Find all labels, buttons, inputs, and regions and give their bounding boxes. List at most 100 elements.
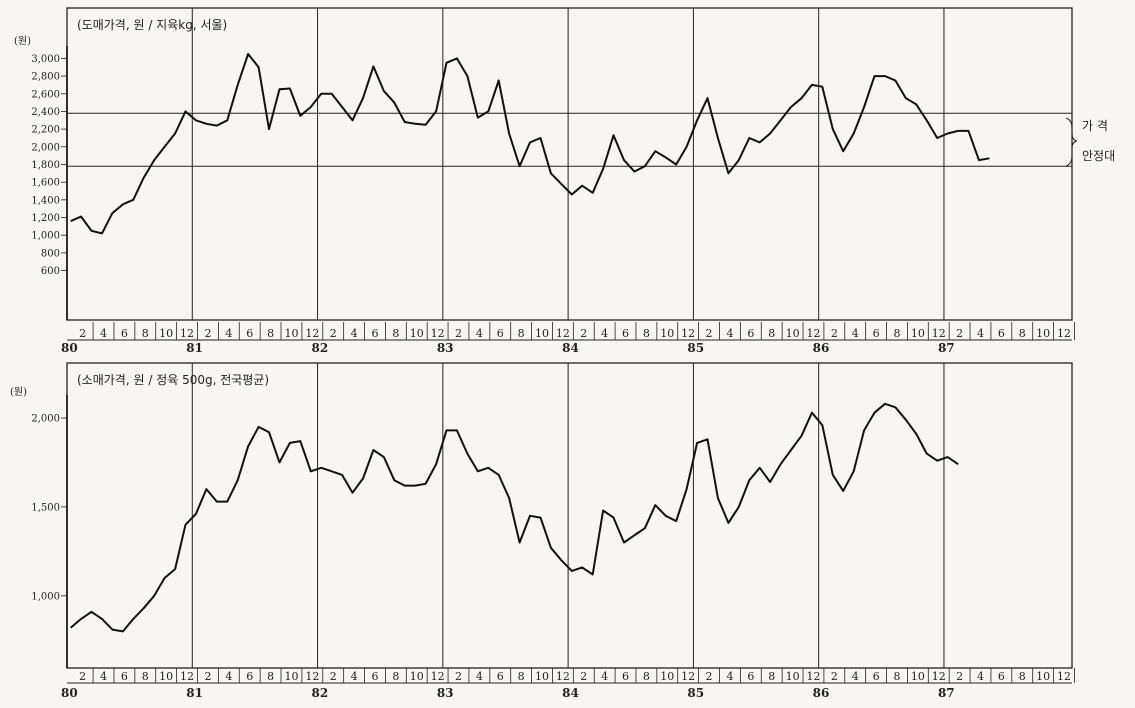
month-tick-label: 10 <box>911 670 925 683</box>
month-tick-label: 12 <box>932 670 946 683</box>
y-tick-label: 1,400 <box>31 195 60 206</box>
month-tick-label: 4 <box>100 327 107 340</box>
month-tick-label: 4 <box>852 670 859 683</box>
month-tick-label: 2 <box>580 327 587 340</box>
month-tick-label: 6 <box>497 327 504 340</box>
band-bracket <box>1065 117 1078 167</box>
year-label: 85 <box>687 686 704 700</box>
month-tick-label: 6 <box>246 327 253 340</box>
band-label-line1: 가 격 <box>1082 119 1108 133</box>
y-tick-label: 1,500 <box>31 502 60 513</box>
y-tick-label: 3,000 <box>31 54 60 65</box>
y-tick-label: 1,200 <box>31 213 60 224</box>
month-tick-label: 6 <box>998 670 1005 683</box>
month-tick-label: 6 <box>371 327 378 340</box>
year-label: 83 <box>437 686 454 700</box>
year-label: 80 <box>61 686 78 700</box>
month-tick-label: 4 <box>100 670 107 683</box>
y-tick-label: 600 <box>41 266 60 277</box>
y-tick-label: 800 <box>41 248 60 259</box>
year-label: 86 <box>813 686 830 700</box>
month-tick-label: 10 <box>660 327 674 340</box>
month-tick-label: 8 <box>518 670 525 683</box>
year-label: 81 <box>186 686 203 700</box>
month-tick-label: 10 <box>159 327 173 340</box>
price-stability-band-label: 가 격 안정대 <box>1065 117 1115 167</box>
month-tick-label: 12 <box>806 670 820 683</box>
month-tick-label: 12 <box>1057 327 1071 340</box>
year-label: 82 <box>312 341 329 355</box>
month-tick-label: 6 <box>873 327 880 340</box>
month-tick-label: 6 <box>747 327 754 340</box>
month-tick-label: 4 <box>476 327 483 340</box>
month-tick-label: 2 <box>831 670 838 683</box>
month-tick-label: 2 <box>706 670 713 683</box>
y-tick-label: 1,600 <box>31 178 60 189</box>
month-tick-label: 12 <box>431 327 445 340</box>
month-tick-label: 2 <box>580 670 587 683</box>
month-tick-label: 8 <box>643 327 650 340</box>
month-tick-label: 2 <box>204 327 211 340</box>
month-tick-label: 10 <box>284 670 298 683</box>
month-tick-label: 10 <box>535 670 549 683</box>
month-tick-label: 2 <box>455 670 462 683</box>
month-tick-label: 10 <box>159 670 173 683</box>
year-label: 87 <box>938 341 955 355</box>
month-tick-label: 6 <box>622 327 629 340</box>
month-tick-label: 4 <box>726 327 733 340</box>
month-tick-label: 2 <box>831 327 838 340</box>
month-tick-label: 12 <box>556 327 570 340</box>
y-tick-label: 2,200 <box>31 125 60 136</box>
y-tick-label: 1,000 <box>31 591 60 602</box>
month-tick-label: 10 <box>786 327 800 340</box>
retail-y-unit: (원) <box>10 386 27 398</box>
month-tick-label: 12 <box>305 670 319 683</box>
month-tick-label: 8 <box>643 670 650 683</box>
month-tick-label: 12 <box>556 670 570 683</box>
month-tick-label: 6 <box>873 670 880 683</box>
month-tick-label: 10 <box>410 670 424 683</box>
month-tick-label: 8 <box>768 670 775 683</box>
month-tick-label: 10 <box>1036 327 1050 340</box>
month-tick-label: 6 <box>246 670 253 683</box>
year-label: 80 <box>61 341 78 355</box>
month-tick-label: 8 <box>1019 327 1026 340</box>
month-tick-label: 2 <box>204 670 211 683</box>
month-tick-label: 8 <box>142 670 149 683</box>
y-tick-label: 2,000 <box>31 142 60 153</box>
price-series-line <box>70 402 959 633</box>
retail-chart: (소매가격, 원 / 정육 500g, 전국평균) (원) 1,000 1,500… <box>10 362 1075 700</box>
year-label: 86 <box>813 341 830 355</box>
y-tick-label: 2,600 <box>31 89 60 100</box>
month-tick-label: 4 <box>726 670 733 683</box>
wholesale-frame <box>66 7 1073 321</box>
month-tick-label: 4 <box>225 670 232 683</box>
month-tick-label: 2 <box>79 327 86 340</box>
wholesale-y-unit: (원) <box>14 35 31 47</box>
month-tick-label: 10 <box>660 670 674 683</box>
month-tick-label: 8 <box>392 327 399 340</box>
month-tick-label: 6 <box>121 670 128 683</box>
month-tick-label: 12 <box>681 670 695 683</box>
y-tick-label: 1,000 <box>31 231 60 242</box>
retail-frame <box>66 362 1073 669</box>
month-tick-label: 4 <box>977 327 984 340</box>
month-tick-label: 6 <box>747 670 754 683</box>
month-tick-label: 2 <box>330 327 337 340</box>
wholesale-title: (도매가격, 원 / 지육kg, 서울) <box>77 18 227 32</box>
month-tick-label: 2 <box>706 327 713 340</box>
month-tick-label: 4 <box>351 670 358 683</box>
year-label: 84 <box>562 341 579 355</box>
month-tick-label: 12 <box>1057 670 1071 683</box>
month-tick-label: 10 <box>786 670 800 683</box>
month-tick-label: 10 <box>535 327 549 340</box>
month-tick-label: 12 <box>180 670 194 683</box>
year-label: 84 <box>562 686 579 700</box>
month-tick-label: 10 <box>911 327 925 340</box>
month-tick-label: 10 <box>284 327 298 340</box>
y-tick-label: 2,400 <box>31 107 60 118</box>
month-tick-label: 12 <box>305 327 319 340</box>
month-tick-label: 12 <box>180 327 194 340</box>
month-tick-label: 8 <box>893 670 900 683</box>
